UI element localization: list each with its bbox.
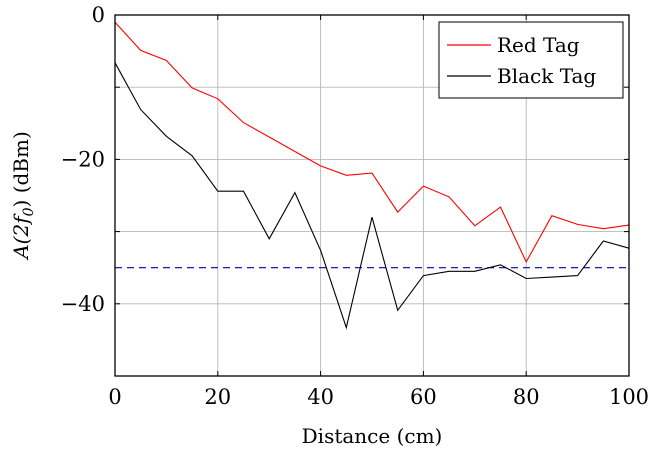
x-axis-title: Distance (cm)	[302, 424, 443, 448]
y-axis-title-suffix: ) (dBm)	[9, 131, 33, 207]
y-axis-title-prefix: A(2f	[9, 213, 33, 261]
legend-label: Red Tag	[497, 33, 580, 57]
axis-ticks: 0 20 40 60 80 100 0 −20 −40	[61, 3, 649, 409]
x-tick-label: 40	[307, 385, 334, 409]
series-line-red-tag	[114, 21, 630, 264]
series-layer	[114, 21, 630, 330]
x-tick-label: 100	[609, 385, 649, 409]
legend-label: Black Tag	[497, 64, 596, 88]
y-axis-title: A(2f0) (dBm)	[9, 131, 37, 261]
y-tick-label: 0	[92, 3, 105, 27]
y-tick-label: −40	[61, 292, 105, 316]
legend-box	[438, 21, 624, 99]
legend: Red Tag Black Tag	[438, 21, 624, 99]
x-tick-label: 0	[108, 385, 121, 409]
y-axis-title-subscript: 0	[21, 207, 37, 216]
x-tick-label: 80	[513, 385, 540, 409]
plot-frame	[114, 14, 630, 377]
series-line-black-tag	[114, 62, 630, 330]
x-tick-label: 20	[204, 385, 231, 409]
y-tick-label: −20	[61, 147, 105, 171]
x-tick-label: 60	[410, 385, 437, 409]
